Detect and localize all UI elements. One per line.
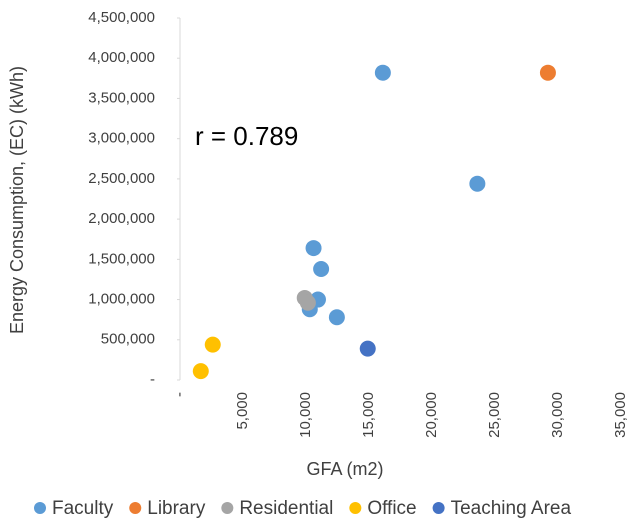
legend-label: Office [367, 498, 416, 519]
legend-marker [221, 502, 234, 514]
x-tick-label: 30,000 [549, 392, 566, 438]
x-tick-label: 25,000 [486, 392, 503, 438]
y-tick-label: 3,500,000 [88, 89, 155, 106]
point [299, 294, 316, 311]
point [374, 64, 391, 81]
y-tick-label: 4,000,000 [88, 49, 155, 66]
legend-marker [349, 502, 362, 514]
y-tick-label: 500,000 [101, 331, 155, 348]
x-tick-label: - [171, 392, 188, 397]
legend-label: Residential [239, 498, 333, 519]
legend-label: Teaching Area [451, 498, 572, 519]
annotation: r = 0.789 [195, 121, 298, 151]
y-tick-label: 3,000,000 [88, 130, 155, 147]
y-tick-label: 1,500,000 [88, 250, 155, 267]
legend-marker [34, 502, 46, 514]
y-axis-label: Energy Consumption, (EC) (kWh) [7, 66, 27, 334]
x-tick-label: 35,000 [612, 392, 628, 438]
point [359, 340, 376, 357]
point [192, 363, 209, 380]
x-tick-label: 5,000 [234, 392, 251, 430]
y-tick-label: 4,500,000 [88, 9, 155, 26]
point [204, 336, 221, 353]
point [313, 260, 330, 277]
x-axis-label: GFA (m2) [306, 459, 383, 479]
point [469, 175, 486, 192]
legend-marker [432, 502, 445, 514]
legend-label: Faculty [52, 498, 114, 519]
point [539, 64, 556, 81]
x-tick-label: 10,000 [297, 392, 314, 438]
legend-label: Library [147, 498, 206, 519]
point [328, 309, 345, 326]
y-tick-label: 2,000,000 [88, 210, 155, 227]
x-tick-label: 15,000 [360, 392, 377, 438]
y-tick-label: 2,500,000 [88, 170, 155, 187]
x-tick-label: 20,000 [423, 392, 440, 438]
y-tick-label: - [150, 371, 155, 388]
y-tick-label: 1,000,000 [88, 291, 155, 308]
legend-marker [129, 502, 142, 514]
point [305, 240, 322, 257]
